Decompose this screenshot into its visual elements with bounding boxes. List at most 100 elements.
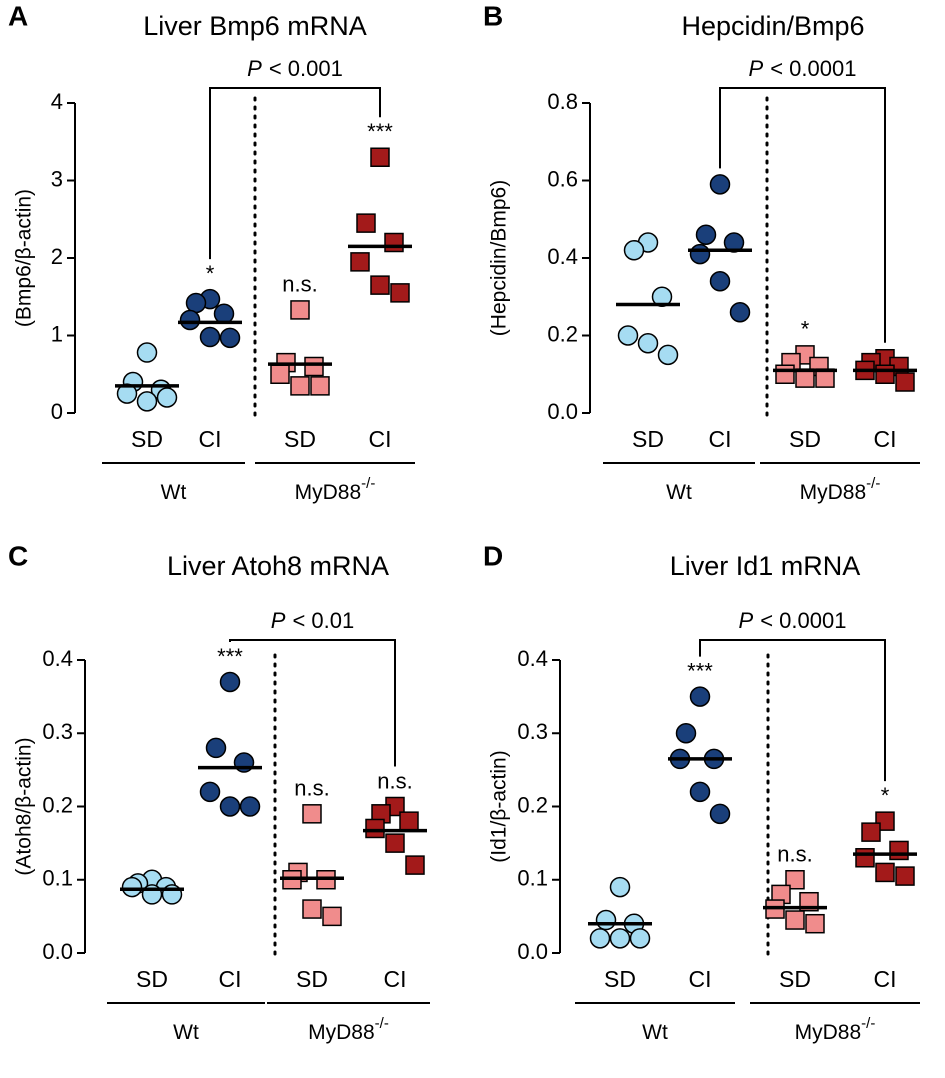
y-tick-label: 0.0 (517, 939, 548, 964)
point (219, 796, 241, 817)
group-label: MyD88-/- (800, 475, 881, 504)
group-name: MyD88 (800, 481, 867, 504)
y-tick-label: 3 (51, 166, 63, 191)
significance: n.s. (294, 776, 329, 801)
significance: n.s. (377, 768, 412, 793)
y-tick-label: 0.3 (517, 719, 548, 744)
y-axis-label: (Atoh8/β-actin) (13, 737, 36, 875)
group-label: MyD88-/- (308, 1015, 389, 1044)
chart-title: Liver Bmp6 mRNA (143, 11, 367, 41)
x-tick-label: SD (131, 426, 163, 452)
significance: n.s. (282, 272, 317, 297)
p-symbol: P (271, 608, 286, 633)
point (657, 344, 679, 366)
point (617, 325, 639, 346)
point (219, 671, 241, 693)
p-value: P < 0.0001 (749, 56, 857, 81)
y-axis-label: (Bmp6/β-actin) (13, 189, 36, 327)
group-label: Wt (173, 1021, 199, 1044)
x-tick-label: CI (199, 426, 222, 452)
point (205, 737, 227, 759)
panel-letter: D (483, 540, 503, 571)
x-tick-label: SD (779, 966, 811, 992)
point (156, 387, 178, 408)
point (895, 372, 915, 392)
y-tick-label: 0.0 (547, 399, 578, 424)
group-name: MyD88 (795, 1021, 862, 1044)
x-tick-label: CI (709, 426, 732, 452)
group-name: Wt (642, 1021, 668, 1044)
y-tick-label: 1 (51, 321, 63, 346)
chart-title: Hepcidin/Bmp6 (681, 11, 864, 41)
significance: * (881, 783, 890, 808)
x-tick-label: SD (284, 426, 316, 452)
panel-letter: A (8, 0, 28, 31)
point (689, 686, 711, 707)
panel: B Hepcidin/Bmp6 (Hepcidin/Bmp6) 0.0 0.2 0.4 0.… (483, 0, 920, 504)
point (390, 283, 410, 303)
y-tick-label: 0.8 (547, 89, 578, 114)
y-tick-label: 0.0 (42, 939, 73, 964)
significance: n.s. (777, 842, 812, 867)
point (185, 292, 207, 314)
point (689, 781, 711, 803)
point (350, 252, 370, 272)
p-symbol: P (749, 56, 764, 81)
bracket (209, 87, 381, 260)
group-label: Wt (642, 1021, 668, 1044)
point (405, 855, 425, 875)
p-text: < 0.0001 (760, 608, 846, 633)
group-name: Wt (666, 481, 692, 504)
point (322, 906, 342, 927)
group-superscript: -/- (861, 1015, 875, 1032)
point (785, 870, 805, 890)
p-text: < 0.001 (269, 56, 343, 81)
chart-title: Liver Id1 mRNA (670, 551, 861, 581)
point (785, 910, 805, 930)
x-tick-label: SD (632, 426, 664, 452)
point (302, 899, 322, 919)
p-value: P < 0.01 (271, 608, 354, 633)
point (805, 913, 825, 934)
bracket (719, 87, 886, 343)
point (895, 866, 915, 886)
point (370, 147, 390, 167)
significance: *** (367, 119, 393, 144)
y-axis-label: (Hepcidin/Bmp6) (488, 180, 511, 336)
group-superscript: -/- (866, 475, 880, 492)
point (709, 174, 731, 195)
x-tick-label: SD (136, 966, 168, 992)
point (310, 376, 330, 396)
x-tick-label: CI (874, 426, 897, 452)
point (199, 326, 221, 348)
group-name: Wt (161, 481, 187, 504)
point (589, 928, 611, 949)
point (729, 302, 751, 323)
point (689, 243, 711, 265)
y-tick-label: 4 (51, 89, 63, 114)
point (399, 811, 419, 831)
point (290, 300, 310, 320)
point (179, 309, 201, 331)
x-tick-label: SD (296, 966, 328, 992)
group-name: MyD88 (308, 1021, 375, 1044)
p-text: < 0.0001 (770, 56, 856, 81)
point (290, 376, 310, 396)
y-tick-label: 0.1 (517, 866, 548, 891)
group-label: MyD88-/- (295, 475, 376, 504)
point (875, 364, 895, 384)
y-tick-label: 2 (51, 244, 63, 269)
significance: * (801, 317, 810, 342)
point (855, 848, 875, 868)
point (623, 240, 645, 261)
p-text: < 0.01 (292, 608, 354, 633)
point (709, 803, 731, 825)
x-tick-label: CI (219, 966, 242, 992)
group-superscript: -/- (361, 475, 375, 492)
y-tick-label: 0.2 (42, 792, 73, 817)
x-tick-label: CI (384, 966, 407, 992)
point (637, 333, 659, 354)
y-tick-label: 0 (51, 399, 63, 424)
y-tick-label: 0.2 (547, 321, 578, 346)
p-value: P < 0.001 (247, 56, 343, 81)
